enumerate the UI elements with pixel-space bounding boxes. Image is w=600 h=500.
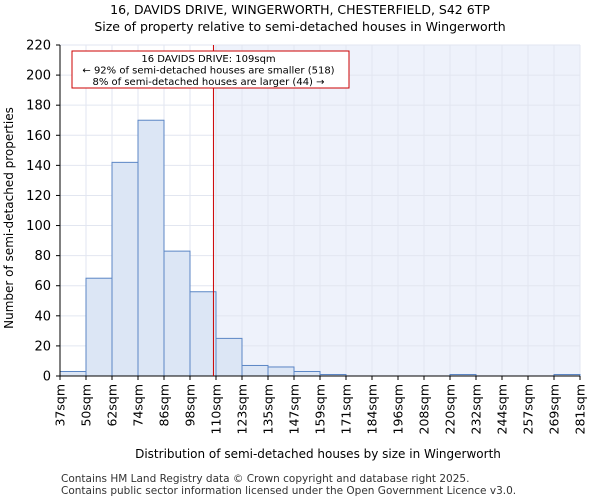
y-axis-label: Number of semi-detached properties: [2, 107, 16, 329]
y-tick-label: 40: [34, 309, 51, 324]
chart-title-line1: 16, DAVIDS DRIVE, WINGERWORTH, CHESTERFI…: [110, 2, 490, 17]
footer-line1: Contains HM Land Registry data © Crown c…: [61, 473, 470, 485]
annotation-box: [71, 50, 350, 89]
x-tick-label: 220sqm: [443, 384, 458, 434]
plot-area: 0 20 40 60 80 100 120 140 160 180 200 220 37sqm 50sqm…: [26, 39, 587, 435]
x-tick-label: 62sqm: [105, 384, 120, 427]
x-tick-label: 98sqm: [183, 384, 198, 427]
larger-region-shade: [213, 45, 580, 376]
x-tick-label: 281sqm: [573, 384, 588, 434]
x-tick-label: 135sqm: [261, 384, 276, 434]
x-tick-label: 147sqm: [287, 384, 302, 434]
x-axis-label: Distribution of semi-detached houses by …: [135, 447, 501, 461]
x-tick-label: 269sqm: [547, 384, 562, 434]
annotation-line-2: ← 92% of semi-detached houses are smalle…: [82, 66, 334, 77]
x-tick-label: 123sqm: [235, 384, 250, 434]
bar: [59, 370, 87, 377]
bar: [215, 337, 243, 377]
y-tick-label: 120: [26, 189, 51, 204]
x-tick-label: 159sqm: [313, 384, 328, 434]
x-tick-label: 257sqm: [521, 384, 536, 434]
chart: 16, DAVIDS DRIVE, WINGERWORTH, CHESTERFI…: [2, 2, 588, 461]
x-tick-label: 208sqm: [417, 384, 432, 434]
bar: [189, 291, 217, 377]
chart-title-line2: Size of property relative to semi-detach…: [94, 19, 505, 34]
x-tick-label: 171sqm: [339, 384, 354, 434]
y-tick-label: 0: [43, 370, 51, 385]
x-tick-label: 50sqm: [79, 384, 94, 427]
x-tick-label: 110sqm: [209, 384, 224, 434]
bar: [163, 250, 191, 377]
bar: [267, 366, 295, 377]
footer-line2: Contains public sector information licen…: [61, 485, 517, 497]
bar: [111, 161, 139, 377]
x-tick-label: 37sqm: [53, 384, 68, 427]
y-tick-label: 80: [34, 249, 51, 264]
y-tick-label: 140: [26, 159, 51, 174]
annotation-line-1: 16 DAVIDS DRIVE: 109sqm: [141, 54, 275, 65]
bar: [241, 364, 269, 377]
y-tick-label: 100: [26, 219, 51, 234]
y-tick-label: 180: [26, 99, 51, 114]
x-tick-label: 184sqm: [365, 384, 380, 434]
x-tick-label: 244sqm: [495, 384, 510, 434]
y-tick-label: 160: [26, 129, 51, 144]
annotation-line-3: 8% of semi-detached houses are larger (4…: [92, 77, 324, 88]
x-tick-label: 232sqm: [469, 384, 484, 434]
y-tick-label: 20: [34, 339, 51, 354]
bar: [137, 119, 165, 377]
x-tick-label: 86sqm: [157, 384, 172, 427]
x-tick-label: 74sqm: [131, 384, 146, 427]
y-tick-label: 220: [26, 39, 51, 54]
x-tick-label: 196sqm: [391, 384, 406, 434]
y-tick-label: 60: [34, 279, 51, 294]
y-tick-label: 200: [26, 69, 51, 84]
bar: [293, 370, 321, 377]
bar: [85, 277, 113, 377]
